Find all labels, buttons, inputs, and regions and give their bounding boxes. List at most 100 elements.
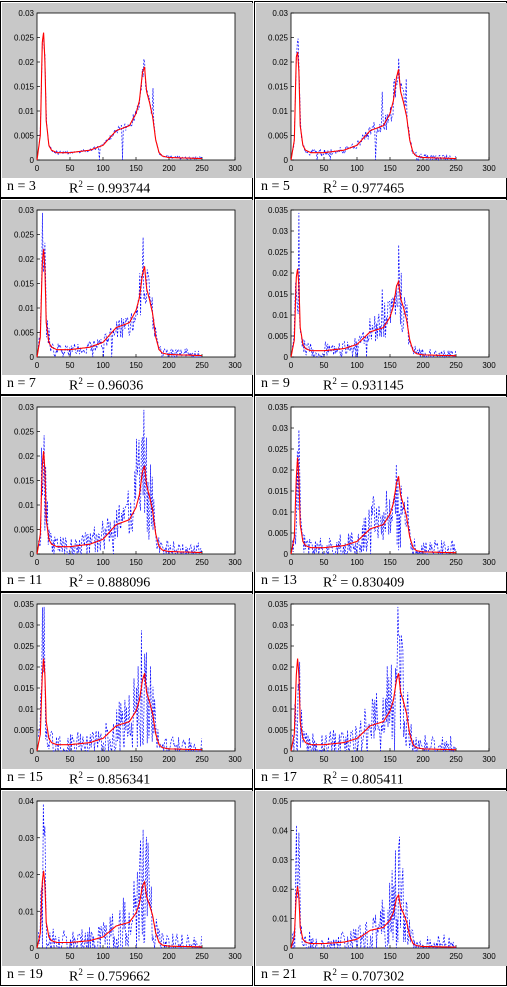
x-tick-label: 100 (96, 164, 110, 173)
chart-svg: 0 50 100 150 200 250 300 0 0.01 0.02 0.03 0.04 (2, 791, 253, 966)
y-tick-label: 0.005 (14, 526, 35, 535)
r-squared-label: R2 = 0.707302 (323, 967, 404, 986)
x-tick-label: 250 (449, 558, 463, 567)
r-squared-label: R2 = 0.96036 (69, 376, 143, 395)
measured-series-line (37, 35, 203, 161)
chart-svg: 0 50 100 150 200 250 300 0 0.005 0.01 0.015 0.02 0.0… (2, 3, 253, 178)
x-tick-label: 250 (195, 952, 209, 961)
y-tick-label: 0.015 (14, 280, 35, 289)
y-tick-label: 0.03 (18, 403, 34, 412)
x-tick-label: 250 (449, 755, 463, 764)
panel-caption: n = 5 R2 = 0.977465 (255, 177, 506, 197)
r-exponent: 2 (78, 770, 83, 780)
r-exponent: 2 (332, 770, 337, 780)
x-tick-label: 300 (482, 558, 496, 567)
equals-sign: = (336, 181, 352, 197)
chart-panel: 0 50 100 150 200 250 300 0 0.005 0.01 0.015 0.02 0.0… (0, 592, 253, 789)
r-exponent: 2 (78, 179, 83, 189)
y-tick-label: 0 (30, 550, 35, 559)
panel-caption: n = 19 R2 = 0.759662 (1, 965, 252, 985)
measured-series-line (291, 429, 457, 555)
plot-area (36, 603, 236, 752)
order-label: n = 5 (261, 179, 290, 194)
x-tick-label: 200 (416, 755, 430, 764)
r-symbol: R (69, 772, 79, 788)
x-tick-label: 250 (195, 361, 209, 370)
y-tick-label: 0.02 (272, 58, 288, 67)
panel-caption: n = 17 R2 = 0.805411 (255, 768, 506, 788)
plot-area (36, 800, 236, 949)
y-tick-label: 0 (284, 353, 289, 362)
chart-panel: 0 50 100 150 200 250 300 0 0.01 0.02 0.03 0.04 0.05 n… (254, 789, 507, 986)
x-tick-label: 50 (320, 952, 329, 961)
y-tick-label: 0.04 (272, 826, 288, 835)
x-tick-label: 100 (350, 755, 364, 764)
r-exponent: 2 (78, 573, 83, 583)
x-tick-label: 50 (320, 558, 329, 567)
r-squared-value: 0.856341 (97, 772, 151, 788)
x-tick-label: 150 (383, 755, 397, 764)
chart-panel: 0 50 100 150 200 250 300 0 0.005 0.01 0.015 0.02 0.0… (254, 592, 507, 789)
order-label: n = 7 (7, 376, 36, 391)
y-tick-label: 0.025 (268, 34, 289, 43)
panel-caption: n = 15 R2 = 0.856341 (1, 768, 252, 788)
x-tick-label: 0 (35, 952, 40, 961)
x-tick-label: 300 (482, 361, 496, 370)
x-tick-label: 250 (195, 755, 209, 764)
x-tick-label: 0 (289, 755, 294, 764)
r-squared-label: R2 = 0.888096 (69, 573, 150, 592)
x-tick-label: 300 (228, 755, 242, 764)
fitted-series-line (290, 658, 456, 752)
plot-area (36, 209, 236, 358)
x-tick-label: 150 (383, 952, 397, 961)
x-tick-label: 100 (350, 361, 364, 370)
r-exponent: 2 (332, 967, 337, 977)
x-tick-label: 200 (416, 361, 430, 370)
panel-caption: n = 7 R2 = 0.96036 (1, 374, 252, 394)
y-tick-label: 0.025 (268, 248, 289, 257)
r-exponent: 2 (78, 376, 83, 386)
r-squared-value: 0.707302 (351, 969, 405, 985)
x-tick-label: 250 (449, 361, 463, 370)
x-tick-label: 250 (195, 164, 209, 173)
y-tick-label: 0.02 (18, 452, 34, 461)
x-tick-label: 100 (350, 952, 364, 961)
x-tick-label: 50 (320, 755, 329, 764)
y-tick-label: 0.025 (14, 34, 35, 43)
y-tick-label: 0.02 (272, 466, 288, 475)
x-tick-label: 200 (162, 755, 176, 764)
order-label: n = 11 (7, 573, 43, 588)
y-tick-label: 0.025 (268, 445, 289, 454)
fitted-series-line (36, 658, 202, 752)
chart-svg: 0 50 100 150 200 250 300 0 0.005 0.01 0.015 0.02 0.0… (2, 200, 253, 375)
panel-caption: n = 9 R2 = 0.931145 (255, 374, 506, 394)
y-tick-label: 0.02 (272, 269, 288, 278)
y-tick-label: 0.01 (18, 907, 34, 916)
y-tick-label: 0.01 (272, 107, 288, 116)
order-label: n = 19 (7, 967, 43, 982)
y-tick-label: 0 (30, 944, 35, 953)
fitted-series-line (290, 457, 456, 555)
y-tick-label: 0.02 (18, 58, 34, 67)
x-tick-label: 200 (416, 952, 430, 961)
order-label: n = 15 (7, 770, 43, 785)
r-symbol: R (323, 378, 333, 394)
x-tick-label: 50 (320, 164, 329, 173)
y-tick-label: 0.02 (18, 663, 34, 672)
panel-caption: n = 13 R2 = 0.830409 (255, 571, 506, 591)
x-tick-label: 0 (35, 164, 40, 173)
x-tick-label: 0 (289, 952, 294, 961)
y-tick-label: 0.015 (268, 290, 289, 299)
r-squared-value: 0.96036 (97, 378, 144, 394)
r-squared-value: 0.805411 (351, 772, 404, 788)
x-tick-label: 200 (416, 558, 430, 567)
y-tick-label: 0.01 (272, 508, 288, 517)
chart-panel: 0 50 100 150 200 250 300 0 0.005 0.01 0.015 0.02 0.0… (254, 198, 507, 395)
x-tick-label: 150 (129, 164, 143, 173)
x-tick-label: 100 (96, 361, 110, 370)
panel-caption: n = 11 R2 = 0.888096 (1, 571, 252, 591)
x-tick-label: 50 (320, 361, 329, 370)
equals-sign: = (82, 772, 98, 788)
fitted-series-line (36, 249, 202, 358)
